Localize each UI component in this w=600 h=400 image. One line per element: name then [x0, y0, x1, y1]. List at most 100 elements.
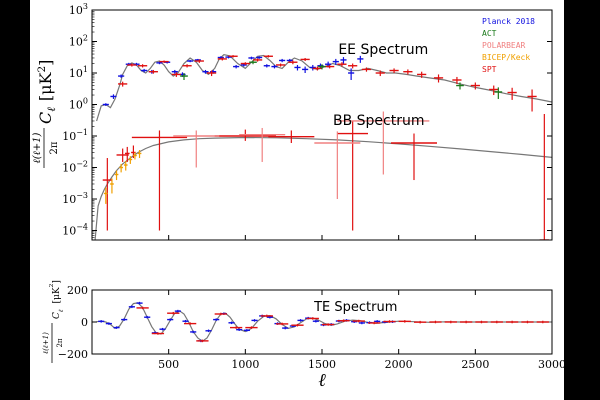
spt_te-point [184, 322, 197, 325]
spt_ee-point [300, 57, 310, 62]
bottom-data-layer [96, 301, 552, 343]
bicep_bb-point [137, 149, 142, 159]
planck_te-point [205, 329, 212, 333]
top-ytick-label: 10−3 [62, 191, 88, 206]
planck_ee-point [256, 56, 263, 59]
spt_te-point [260, 314, 273, 318]
planck_ee-point [171, 69, 178, 74]
top-ylabel-denominator: 2π [49, 141, 60, 154]
spt_te-point [521, 320, 534, 324]
bottom-xtick-label: 2000 [385, 358, 413, 371]
spt_te-point [536, 320, 549, 324]
bottom-xtick-label: 1500 [308, 358, 336, 371]
spt_te-point [475, 320, 488, 324]
spt_ee-point [159, 60, 169, 63]
spt_ee-point [127, 63, 137, 67]
spt_ee-point [507, 87, 517, 100]
spt_te-point [337, 319, 350, 322]
planck_te-point [98, 320, 105, 323]
planck_ee-point [202, 69, 209, 74]
legend-entry: SPT [482, 65, 497, 74]
spt_bb-point [268, 130, 315, 143]
bottom-ylabel-numerator: ℓ(ℓ+1) [42, 332, 50, 355]
xlabel: ℓ [318, 370, 326, 391]
planck_te-point [312, 319, 319, 323]
polarbear_bb-point [337, 111, 430, 175]
spt_te-point [291, 323, 304, 327]
top-ylabel-numerator: ℓ(ℓ+1) [32, 132, 43, 163]
spt_ee-point [288, 60, 298, 65]
spt_ee-point [489, 85, 499, 96]
spt_bb-point [131, 130, 188, 231]
spt_te-point [276, 322, 289, 326]
legend-entry: BICEP/Keck [482, 53, 530, 62]
bottom-ytick-label: −200 [58, 348, 88, 361]
spt_te-point [368, 321, 381, 325]
spt_bb-point [539, 113, 549, 240]
top-ytick-label: 101 [69, 65, 88, 80]
spt_ee-point [389, 68, 399, 74]
act_ee-point [494, 87, 503, 99]
spt_ee-point [148, 69, 158, 74]
bb_model-curve [94, 136, 552, 240]
polarbear_bb-point [173, 130, 220, 168]
bottom-ylabel: ℓ(ℓ+1) 2π Cℓ[μK2] [42, 280, 65, 363]
spt_te-point [245, 326, 258, 329]
spt_ee-point [417, 71, 427, 78]
bicep_bb-point [114, 170, 119, 181]
planck_ee-point [302, 66, 309, 74]
axis-labels: EE Spectrum BB Spectrum TE Spectrum ℓ(ℓ+1) 2… [32, 42, 428, 391]
bottom-ytick-label: 0 [81, 316, 88, 329]
act_ee-point [456, 82, 464, 90]
planck_te-point [105, 322, 112, 325]
spt_ee-point [240, 62, 250, 65]
planck_ee-point [348, 68, 355, 80]
top-ytick-label: 10−2 [62, 160, 88, 175]
planck_te-point [236, 328, 243, 331]
bottom-xtick-label: 1000 [231, 358, 259, 371]
planck_te-point [144, 315, 151, 319]
top-ytick-label: 100 [69, 97, 88, 112]
act_ee-point [180, 73, 188, 80]
bicep_bb-point [128, 156, 133, 164]
spt_ee-point [470, 82, 480, 90]
spt_ee-point [207, 70, 217, 77]
planck_te-point [213, 318, 220, 321]
bicep_bb-point [119, 163, 123, 173]
top-ytick-label: 103 [69, 2, 88, 17]
planck_ee-point [271, 64, 278, 69]
spt_ee-point [276, 63, 286, 67]
planck_te-point [282, 326, 289, 330]
planck_te-point [121, 318, 128, 321]
spt_ee-point [194, 59, 204, 63]
spt_ee-point [118, 81, 128, 87]
spt_bb-point [124, 146, 130, 162]
spt_te-point [230, 326, 243, 329]
planck_te-point [159, 327, 166, 331]
bicep_bb-point [133, 152, 137, 160]
spt_te-point [322, 323, 335, 326]
spt_ee-point [361, 67, 372, 72]
spt_te-point [151, 332, 165, 335]
act_ee-point [249, 60, 257, 65]
spt_ee-point [337, 62, 347, 67]
planck_te-point [167, 318, 174, 321]
bicep_bb-point [123, 161, 128, 171]
planck_te-point [243, 329, 250, 332]
spt_ee-point [348, 63, 358, 69]
te-annotation: TE Spectrum [313, 300, 397, 315]
spt_te-point [414, 320, 427, 324]
legend: Planck 2018 ACT POLARBEAR BICEP/Keck SPT [482, 17, 535, 74]
planck_te-point [374, 320, 381, 323]
planck_ee-point [118, 74, 125, 78]
bb-annotation: BB Spectrum [333, 113, 425, 129]
planck_te-point [297, 319, 304, 322]
bottom-ylabel-denominator: 2π [56, 338, 64, 347]
planck_ee-point [248, 56, 255, 60]
polarbear_bb-point [314, 131, 361, 200]
planck_te-point [190, 330, 197, 334]
top-ytick-label: 102 [69, 34, 88, 49]
